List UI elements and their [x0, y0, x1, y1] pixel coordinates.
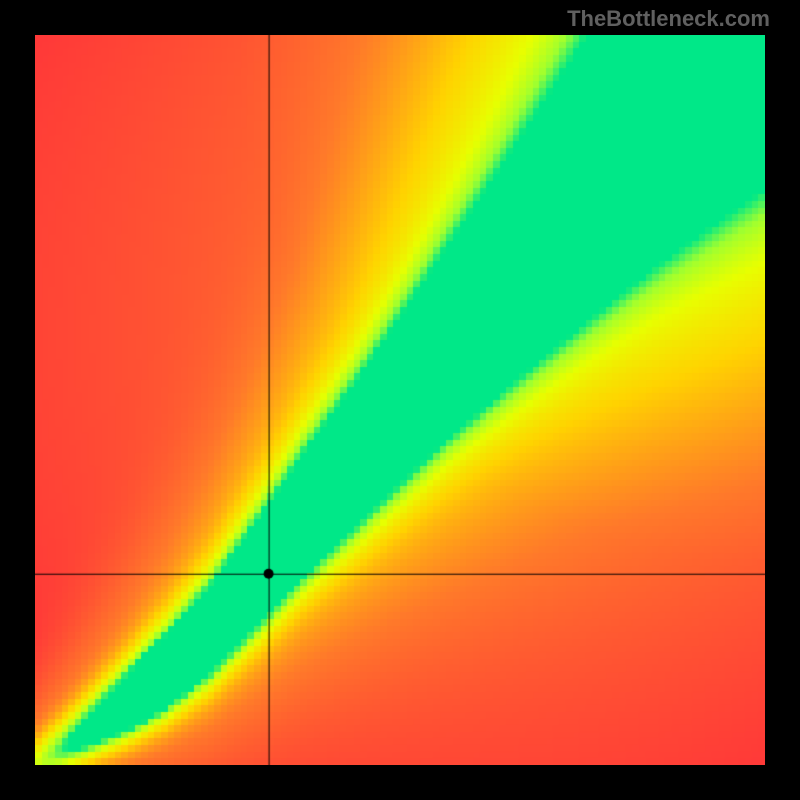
- heatmap-canvas: [35, 35, 765, 765]
- attribution-text: TheBottleneck.com: [567, 6, 770, 32]
- chart-container: TheBottleneck.com: [0, 0, 800, 800]
- heatmap-plot: [35, 35, 765, 765]
